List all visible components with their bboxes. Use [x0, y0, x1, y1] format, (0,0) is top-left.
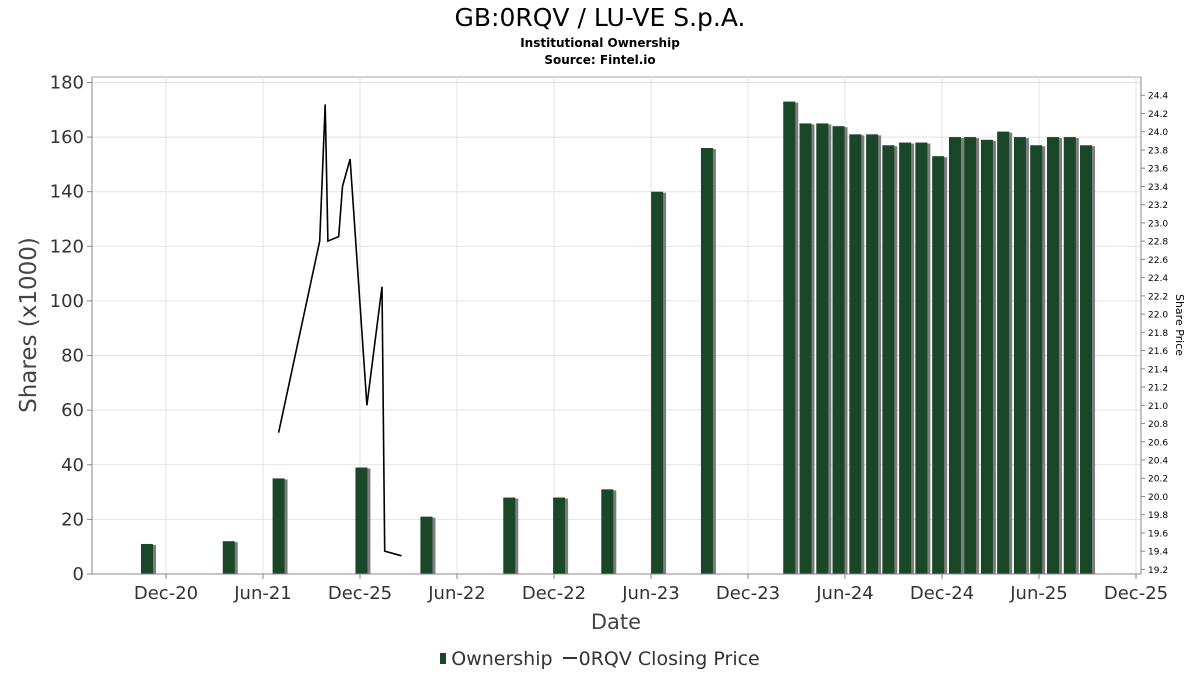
ownership-bar	[964, 137, 977, 575]
x-tick-label: Jun-24	[815, 583, 874, 604]
ownership-bar	[222, 541, 235, 574]
y-tick-label: 20	[61, 509, 84, 530]
x-tick-label: Jun-22	[427, 583, 486, 604]
ownership-bar	[355, 467, 368, 574]
legend-line-swatch	[562, 657, 577, 659]
y2-tick-label: 23.8	[1148, 146, 1168, 156]
legend-ownership-label: Ownership	[451, 648, 553, 670]
y2-tick-label: 23.6	[1148, 165, 1168, 175]
y2-tick-label: 19.2	[1148, 566, 1168, 576]
y-tick-label: 160	[50, 127, 84, 148]
ownership-bar	[882, 145, 895, 574]
x-tick-label: Jun-25	[1009, 583, 1068, 604]
ownership-bars	[141, 101, 1095, 575]
ownership-bar	[601, 489, 614, 574]
y2-tick-label: 21.6	[1148, 347, 1168, 357]
ownership-bar	[948, 137, 961, 575]
y2-tick-label: 22.2	[1148, 292, 1168, 302]
y-axis-label: Shares (x1000)	[16, 237, 42, 413]
x-tick-label: Dec-24	[910, 583, 974, 604]
ownership-bar	[783, 101, 796, 575]
y2-tick-label: 21.0	[1148, 402, 1168, 412]
y2-tick-label: 21.4	[1148, 365, 1168, 375]
price-line-layer	[277, 104, 402, 557]
ownership-bar	[272, 478, 285, 574]
x-tick-label: Jun-23	[621, 583, 680, 604]
ownership-bar	[799, 123, 812, 574]
ownership-bar	[553, 497, 566, 574]
y2-tick-label: 20.4	[1148, 457, 1168, 467]
ownership-bar	[1013, 137, 1026, 575]
y2-tick-label: 22.6	[1148, 256, 1168, 266]
y-tick-label: 80	[61, 346, 84, 367]
x-tick-label: Dec-20	[134, 583, 198, 604]
y2-axis-label: Share Price	[1173, 294, 1186, 356]
y2-tick-label: 23.2	[1148, 201, 1168, 211]
legend-bar-swatch	[440, 653, 447, 664]
y2-tick-label: 24.2	[1148, 110, 1168, 120]
y2-tick-label: 19.4	[1148, 548, 1168, 558]
y2-tick-label: 23.4	[1148, 183, 1168, 193]
chart-title: GB:0RQV / LU-VE S.p.A.	[454, 3, 746, 32]
x-tick-label: Dec-23	[716, 583, 780, 604]
x-axis-label: Date	[591, 610, 641, 634]
x-tick-label: Dec-25	[1104, 583, 1168, 604]
ownership-bar	[1063, 137, 1076, 575]
x-tick-label: Dec-22	[522, 583, 586, 604]
x-tick-label: Jun-21	[233, 583, 292, 604]
y2-tick-label: 20.6	[1148, 438, 1168, 448]
ownership-bar	[1030, 145, 1043, 574]
ownership-bar	[651, 191, 664, 574]
y-tick-label: 140	[50, 182, 84, 203]
legend-price-label: 0RQV Closing Price	[578, 648, 760, 670]
y2-tick-label: 23.0	[1148, 219, 1168, 229]
x-tick-label: Dec-25	[328, 583, 392, 604]
ownership-bar	[503, 497, 516, 574]
chart-legend: Ownership 0RQV Closing Price	[0, 647, 1200, 671]
y2-tick-label: 19.8	[1148, 511, 1168, 521]
y2-tick-label: 21.8	[1148, 329, 1168, 339]
y2-tick-label: 20.0	[1148, 493, 1168, 503]
ownership-bar	[932, 156, 945, 574]
ownership-bar	[915, 142, 928, 575]
y-tick-label: 40	[61, 455, 84, 476]
ownership-bar	[980, 139, 993, 575]
y-tick-label: 180	[50, 72, 84, 93]
ownership-bar	[141, 543, 153, 574]
y2-tick-label: 24.4	[1148, 92, 1168, 102]
y-tick-label: 60	[61, 400, 84, 421]
ownership-bar	[1046, 137, 1059, 575]
ownership-bar	[1080, 145, 1092, 574]
y2-tick-label: 22.4	[1148, 274, 1168, 284]
ownership-bar	[997, 131, 1010, 574]
chart-subtitle: Institutional Ownership	[520, 36, 680, 50]
y2-tick-label: 21.2	[1148, 384, 1168, 394]
y-tick-label: 100	[50, 291, 84, 312]
ownership-bar	[832, 126, 845, 575]
ownership-bar	[899, 142, 912, 575]
legend-price: 0RQV Closing Price	[562, 647, 760, 671]
legend-ownership: Ownership	[440, 647, 553, 671]
axes: Dec-20 Jun-21 Dec-25 Jun-22 Dec-22 Jun-23 Dec-…	[50, 72, 1169, 604]
price-line	[277, 104, 402, 557]
y2-tick-label: 19.6	[1148, 529, 1168, 539]
ownership-bar	[849, 134, 862, 574]
y2-tick-label: 22.8	[1148, 238, 1168, 248]
ownership-bar	[420, 516, 433, 574]
ownership-bar	[816, 123, 829, 574]
y2-tick-label: 20.8	[1148, 420, 1168, 430]
y2-tick-label: 20.2	[1148, 475, 1168, 485]
y-tick-label: 0	[73, 564, 84, 585]
y2-tick-label: 22.0	[1148, 311, 1168, 321]
chart-source: Source: Fintel.io	[544, 53, 656, 67]
y2-tick-label: 24.0	[1148, 128, 1168, 138]
y-tick-label: 120	[50, 236, 84, 257]
ownership-bar	[700, 148, 713, 574]
ownership-bar	[866, 134, 879, 574]
